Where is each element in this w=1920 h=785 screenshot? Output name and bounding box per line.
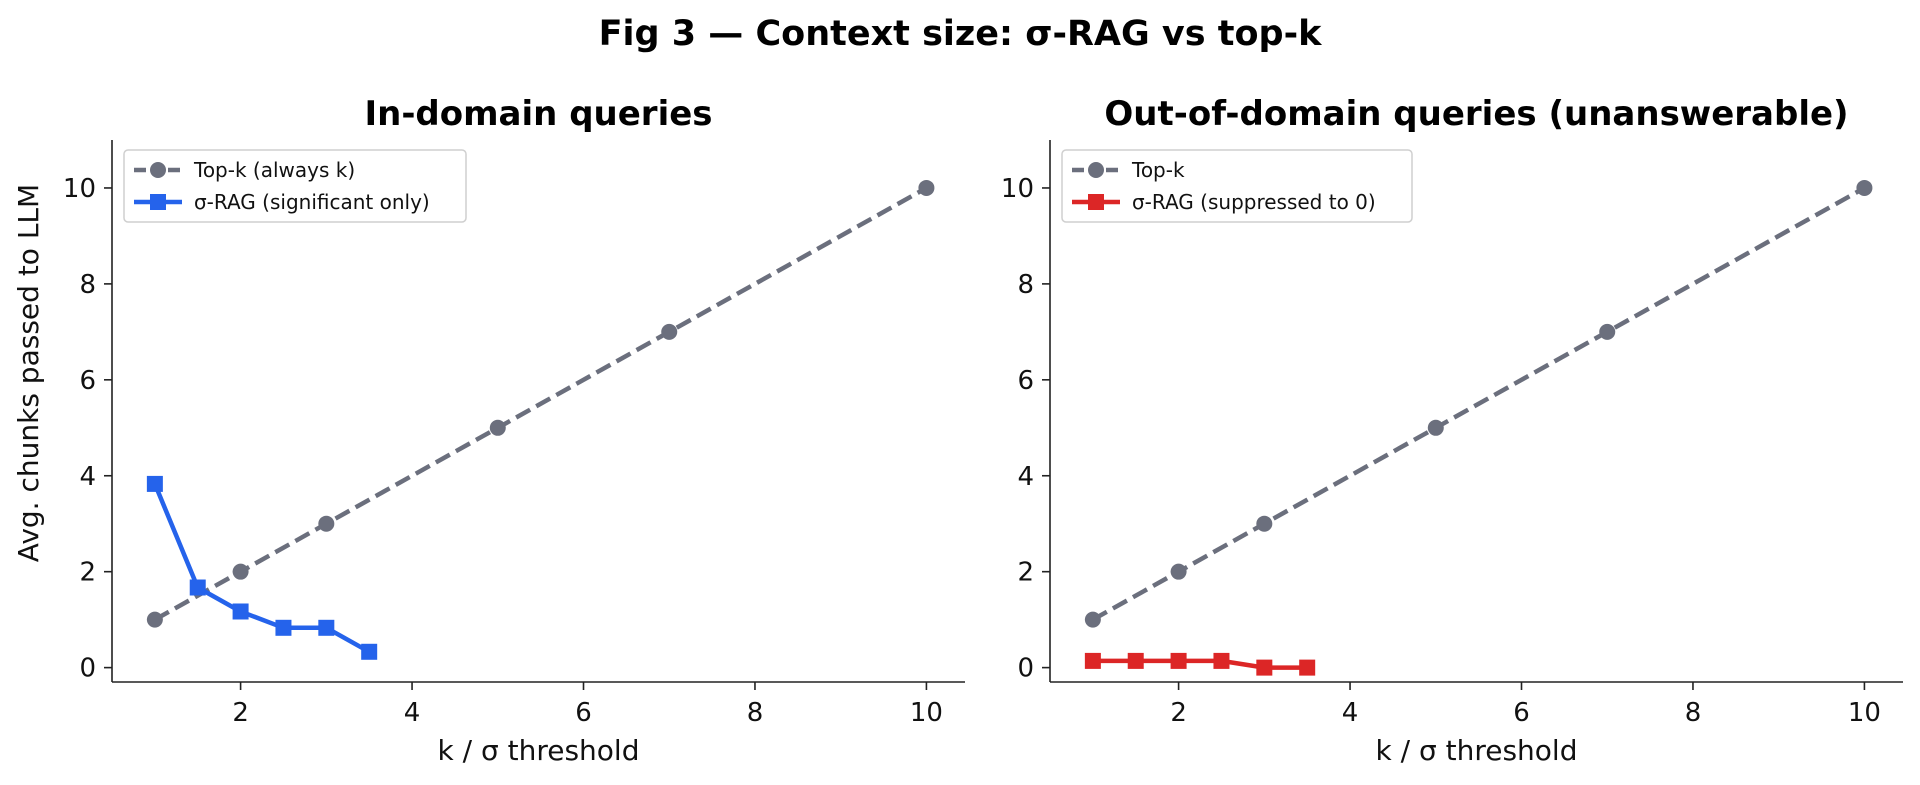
data-point bbox=[1256, 659, 1273, 676]
x-tick-label: 8 bbox=[747, 698, 764, 728]
legend-marker bbox=[150, 162, 166, 178]
y-tick-label: 10 bbox=[1001, 174, 1034, 204]
data-point bbox=[146, 611, 163, 628]
x-axis-label: k / σ threshold bbox=[438, 734, 640, 767]
legend-frame bbox=[1061, 149, 1413, 223]
panel-title: In-domain queries bbox=[364, 94, 712, 134]
series-line bbox=[152, 483, 371, 654]
legend: Top-k (always k) σ-RAG (significant only) bbox=[123, 149, 467, 223]
y-tick-label: 0 bbox=[1017, 654, 1034, 684]
legend-marker bbox=[1088, 194, 1104, 210]
data-point bbox=[1299, 659, 1316, 676]
data-point bbox=[1856, 179, 1873, 196]
data-point bbox=[146, 475, 163, 492]
data-point bbox=[275, 619, 292, 636]
legend-frame bbox=[123, 149, 467, 223]
data-point bbox=[318, 619, 335, 636]
legend: Top-k σ-RAG (suppressed to 0) bbox=[1061, 149, 1413, 223]
x-tick-label: 6 bbox=[1513, 698, 1530, 728]
data-point bbox=[1599, 323, 1616, 340]
data-point bbox=[1127, 652, 1144, 669]
data-point bbox=[232, 563, 249, 580]
y-tick-label: 2 bbox=[1017, 558, 1034, 588]
y-tick-label: 10 bbox=[63, 174, 96, 204]
data-point bbox=[1084, 611, 1101, 628]
legend-label: Top-k (always k) bbox=[193, 158, 355, 182]
x-axis-label: k / σ threshold bbox=[1376, 734, 1578, 767]
data-point bbox=[1084, 652, 1101, 669]
legend-label: σ-RAG (suppressed to 0) bbox=[1132, 190, 1376, 214]
x-tick-label: 4 bbox=[404, 698, 421, 728]
data-point bbox=[1170, 652, 1187, 669]
data-point bbox=[918, 179, 935, 196]
data-point bbox=[489, 419, 506, 436]
y-tick-label: 6 bbox=[1017, 366, 1034, 396]
data-point bbox=[361, 643, 378, 660]
series-line bbox=[153, 186, 928, 622]
series-1 bbox=[146, 179, 935, 628]
legend-marker bbox=[150, 194, 166, 210]
x-tick-label: 6 bbox=[575, 698, 592, 728]
series-line bbox=[1092, 658, 1308, 670]
x-tick-label: 8 bbox=[1685, 698, 1702, 728]
data-point bbox=[1256, 515, 1273, 532]
series-1 bbox=[1084, 179, 1873, 628]
legend-label: Top-k bbox=[1131, 158, 1185, 182]
y-tick-label: 6 bbox=[79, 366, 96, 396]
legend-label: σ-RAG (significant only) bbox=[194, 190, 430, 214]
series-line bbox=[1091, 186, 1866, 622]
chart-panel-2: Out-of-domain queries (unanswerable) 2 4 6 8… bbox=[1001, 94, 1903, 767]
figure-title: Fig 3 — Context size: σ-RAG vs top-k bbox=[599, 14, 1323, 54]
data-point bbox=[232, 603, 249, 620]
chart-panel-1: In-domain queries 2 4 6 8 10 0 2 4 6 8 10 k / σ thre… bbox=[12, 94, 965, 767]
legend-marker bbox=[1088, 162, 1104, 178]
y-tick-label: 0 bbox=[79, 654, 96, 684]
data-point bbox=[318, 515, 335, 532]
data-point bbox=[1170, 563, 1187, 580]
y-tick-label: 8 bbox=[79, 270, 96, 300]
data-point bbox=[1213, 652, 1230, 669]
data-point bbox=[189, 579, 206, 596]
y-tick-label: 4 bbox=[79, 462, 96, 492]
data-point bbox=[1427, 419, 1444, 436]
y-tick-label: 8 bbox=[1017, 270, 1034, 300]
series-2 bbox=[146, 475, 378, 660]
series-2 bbox=[1084, 652, 1316, 676]
y-tick-label: 4 bbox=[1017, 462, 1034, 492]
x-tick-label: 2 bbox=[232, 698, 249, 728]
x-tick-label: 4 bbox=[1342, 698, 1359, 728]
y-axis-label: Avg. chunks passed to LLM bbox=[12, 184, 45, 562]
panel-title: Out-of-domain queries (unanswerable) bbox=[1104, 94, 1848, 134]
data-point bbox=[661, 323, 678, 340]
y-tick-label: 2 bbox=[79, 558, 96, 588]
x-tick-label: 10 bbox=[910, 698, 943, 728]
x-tick-label: 10 bbox=[1848, 698, 1881, 728]
x-tick-label: 2 bbox=[1170, 698, 1187, 728]
